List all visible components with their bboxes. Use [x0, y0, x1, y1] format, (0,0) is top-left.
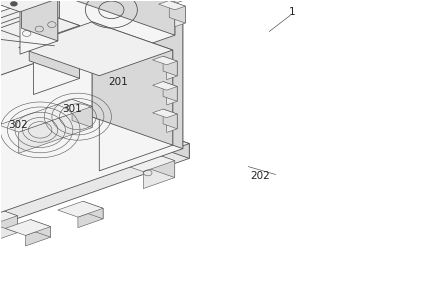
- Polygon shape: [0, 8, 80, 42]
- Polygon shape: [0, 11, 183, 215]
- Polygon shape: [19, 106, 92, 153]
- Polygon shape: [159, 1, 185, 10]
- Polygon shape: [58, 201, 103, 217]
- Polygon shape: [167, 61, 177, 80]
- Polygon shape: [151, 152, 175, 178]
- Polygon shape: [0, 99, 92, 132]
- Polygon shape: [88, 108, 189, 158]
- Polygon shape: [33, 26, 80, 94]
- Polygon shape: [152, 82, 177, 90]
- Text: 202: 202: [250, 171, 270, 181]
- Text: 1: 1: [289, 7, 296, 17]
- Polygon shape: [167, 114, 177, 132]
- Polygon shape: [152, 56, 177, 65]
- Polygon shape: [92, 22, 173, 145]
- Polygon shape: [5, 219, 51, 235]
- Polygon shape: [0, 207, 17, 227]
- Polygon shape: [0, 0, 183, 77]
- Polygon shape: [175, 0, 185, 4]
- Polygon shape: [20, 0, 58, 54]
- Polygon shape: [169, 1, 185, 23]
- Polygon shape: [83, 201, 103, 219]
- Polygon shape: [0, 108, 189, 217]
- Polygon shape: [167, 86, 177, 105]
- Polygon shape: [0, 216, 17, 244]
- Text: 201: 201: [108, 77, 128, 87]
- Polygon shape: [29, 8, 80, 78]
- Polygon shape: [163, 56, 177, 76]
- Circle shape: [10, 1, 18, 6]
- Polygon shape: [92, 0, 183, 149]
- Polygon shape: [143, 161, 175, 189]
- Circle shape: [27, 0, 35, 1]
- Polygon shape: [0, 144, 189, 232]
- Polygon shape: [175, 6, 185, 27]
- Text: 301: 301: [62, 104, 82, 114]
- Polygon shape: [25, 227, 51, 246]
- Polygon shape: [163, 109, 177, 129]
- Polygon shape: [30, 219, 51, 237]
- Polygon shape: [163, 82, 177, 101]
- Polygon shape: [0, 0, 58, 12]
- Polygon shape: [0, 207, 17, 233]
- Polygon shape: [21, 0, 58, 41]
- Polygon shape: [74, 0, 175, 35]
- Text: 302: 302: [8, 119, 28, 130]
- Polygon shape: [72, 99, 92, 127]
- Polygon shape: [99, 50, 173, 171]
- Polygon shape: [119, 152, 175, 172]
- Polygon shape: [78, 208, 103, 228]
- Polygon shape: [152, 109, 177, 118]
- Polygon shape: [19, 22, 173, 76]
- Polygon shape: [59, 0, 175, 76]
